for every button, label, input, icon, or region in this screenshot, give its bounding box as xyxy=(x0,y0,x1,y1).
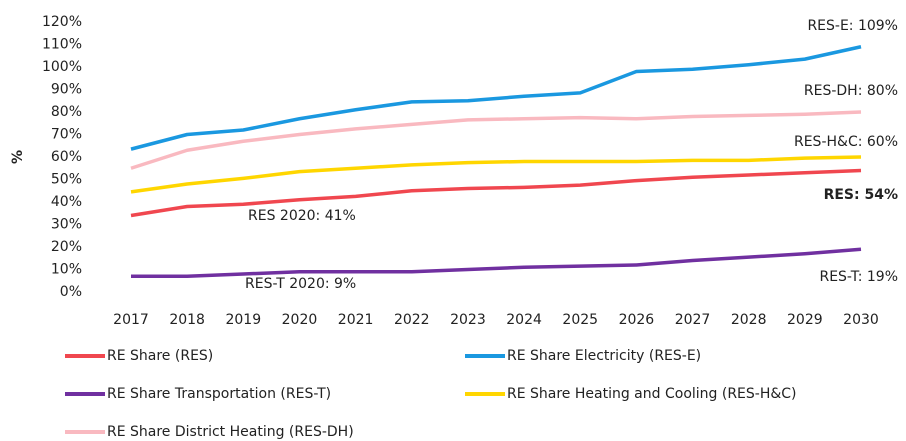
y-tick-label: 50% xyxy=(51,172,82,188)
x-tick-label: 2017 xyxy=(113,312,149,328)
y-tick-label: 30% xyxy=(51,217,82,233)
annotation: RES-H&C: 60% xyxy=(794,134,898,150)
series-line xyxy=(130,45,862,151)
y-tick-label: 20% xyxy=(51,239,82,255)
y-tick-label: 10% xyxy=(51,262,82,278)
x-tick-label: 2023 xyxy=(450,312,486,328)
x-tick-label: 2025 xyxy=(562,312,598,328)
y-tick-label: 100% xyxy=(42,59,82,75)
series-line xyxy=(130,110,862,170)
x-tick-label: 2020 xyxy=(282,312,318,328)
series-line xyxy=(131,247,862,278)
x-tick-label: 2019 xyxy=(225,312,261,328)
x-tick-label: 2028 xyxy=(731,312,767,328)
x-tick-label: 2022 xyxy=(394,312,430,328)
series-line xyxy=(130,168,862,218)
x-tick-label: 2029 xyxy=(787,312,823,328)
annotation: RES-E: 109% xyxy=(807,18,898,34)
y-axis-label: % xyxy=(10,150,26,164)
y-tick-label: 80% xyxy=(51,104,82,120)
y-tick-label: 120% xyxy=(42,14,82,30)
annotation: RES-T 2020: 9% xyxy=(245,276,356,292)
annotation: RES: 54% xyxy=(824,187,898,203)
y-tick-label: 70% xyxy=(51,127,82,143)
y-tick-label: 90% xyxy=(51,82,82,98)
x-tick-label: 2026 xyxy=(619,312,655,328)
x-tick-label: 2018 xyxy=(169,312,205,328)
annotation: RES 2020: 41% xyxy=(248,208,356,224)
x-tick-label: 2021 xyxy=(338,312,374,328)
y-tick-label: 0% xyxy=(60,284,82,300)
y-tick-label: 40% xyxy=(51,194,82,210)
x-tick-label: 2030 xyxy=(843,312,879,328)
legend-label: RE Share Transportation (RES-T) xyxy=(107,386,331,402)
annotation: RES-T: 19% xyxy=(819,269,898,285)
legend-label: RE Share (RES) xyxy=(107,348,213,364)
x-tick-label: 2024 xyxy=(506,312,542,328)
y-tick-label: 60% xyxy=(51,149,82,165)
y-tick-label: 110% xyxy=(42,37,82,53)
legend-label: RE Share Heating and Cooling (RES-H&C) xyxy=(507,386,797,402)
legend-label: RE Share Electricity (RES-E) xyxy=(507,348,701,364)
series-line xyxy=(130,155,862,194)
x-tick-label: 2027 xyxy=(675,312,711,328)
legend-label: RE Share District Heating (RES-DH) xyxy=(107,424,354,440)
annotation: RES-DH: 80% xyxy=(804,83,898,99)
